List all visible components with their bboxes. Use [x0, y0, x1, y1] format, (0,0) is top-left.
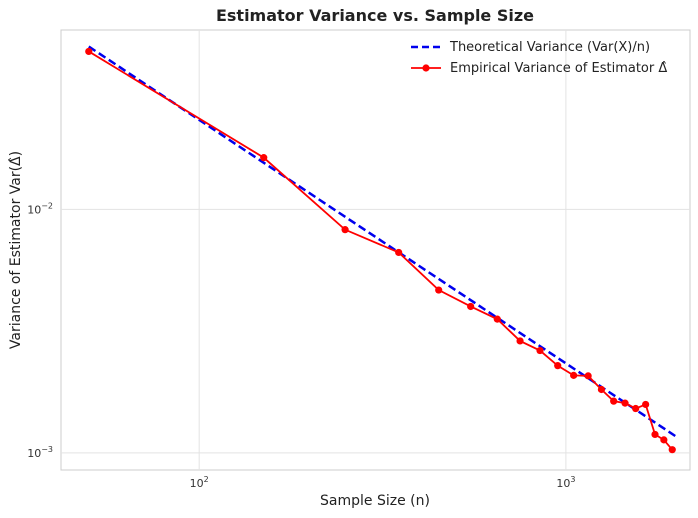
empirical-variance-point: [467, 302, 475, 311]
empirical-variance-point: [536, 346, 544, 355]
empirical-variance-point: [435, 286, 443, 294]
empirical-variance-point: [395, 248, 403, 257]
empirical-variance-point: [621, 399, 629, 407]
x-tick-label: 103: [556, 475, 575, 490]
empirical-variance-point: [642, 400, 650, 409]
plot-area: [60, 29, 691, 471]
empirical-variance-point: [632, 404, 640, 413]
empirical-variance-point: [651, 430, 659, 439]
empirical-variance-point: [610, 397, 618, 405]
legend-theoretical-label: Theoretical Variance (Var(X)/n): [449, 40, 650, 55]
y-axis-ticks: 10−2 10−3: [27, 201, 53, 460]
legend-empirical-label: Empirical Variance of Estimator Δ̂: [450, 61, 667, 76]
empirical-variance-point: [597, 385, 606, 394]
y-axis-label: Variance of Estimator Var(Δ̂): [8, 151, 24, 349]
chart-title: Estimator Variance vs. Sample Size: [216, 6, 534, 25]
empirical-variance-point: [584, 372, 592, 380]
x-axis-ticks: 102 103: [190, 475, 576, 490]
empirical-variance-point: [668, 446, 676, 454]
legend-empirical-marker: [422, 64, 430, 72]
x-axis-label: Sample Size (n): [320, 493, 430, 509]
empirical-variance-point: [570, 371, 578, 379]
empirical-variance-point: [554, 362, 562, 370]
empirical-variance-point: [85, 47, 93, 56]
grid: [61, 30, 690, 470]
y-tick-label: 10−2: [27, 201, 53, 216]
theoretical-variance-line: [88, 45, 677, 438]
x-tick-label: 102: [190, 475, 209, 490]
legend: Theoretical Variance (Var(X)/n) Empirica…: [411, 40, 667, 76]
empirical-variance-point: [341, 226, 349, 234]
series-layer: [85, 45, 677, 454]
empirical-variance-point: [516, 337, 524, 345]
empirical-variance-point: [260, 154, 268, 162]
y-tick-label: 10−3: [27, 445, 53, 460]
empirical-variance-point: [493, 315, 501, 323]
empirical-variance-point: [660, 436, 668, 444]
